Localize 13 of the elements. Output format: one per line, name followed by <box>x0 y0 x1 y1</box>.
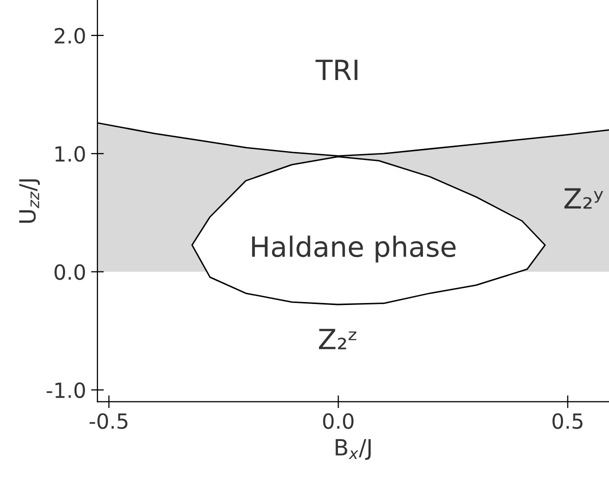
y-tick-label: 1.0 <box>55 146 85 162</box>
x-axis-title: B$_{x}$/J <box>336 439 371 460</box>
annotation: Z₂ʸ <box>564 188 604 209</box>
x-tick-label: 0.5 <box>552 413 582 429</box>
x-tick-label: -0.5 <box>90 413 128 429</box>
y-tick-label: 2.0 <box>54 28 85 44</box>
annotation: TRI <box>316 60 358 80</box>
y-axis-title: U$_{zz}$/J <box>19 179 40 223</box>
annotation: Haldane phase <box>252 236 456 263</box>
annotation: Z₂ᶻ <box>318 328 356 350</box>
x-tick-label: 0.0 <box>323 413 354 429</box>
y-tick-label: -1.0 <box>46 382 85 398</box>
y-tick-label: 0.0 <box>54 264 85 280</box>
